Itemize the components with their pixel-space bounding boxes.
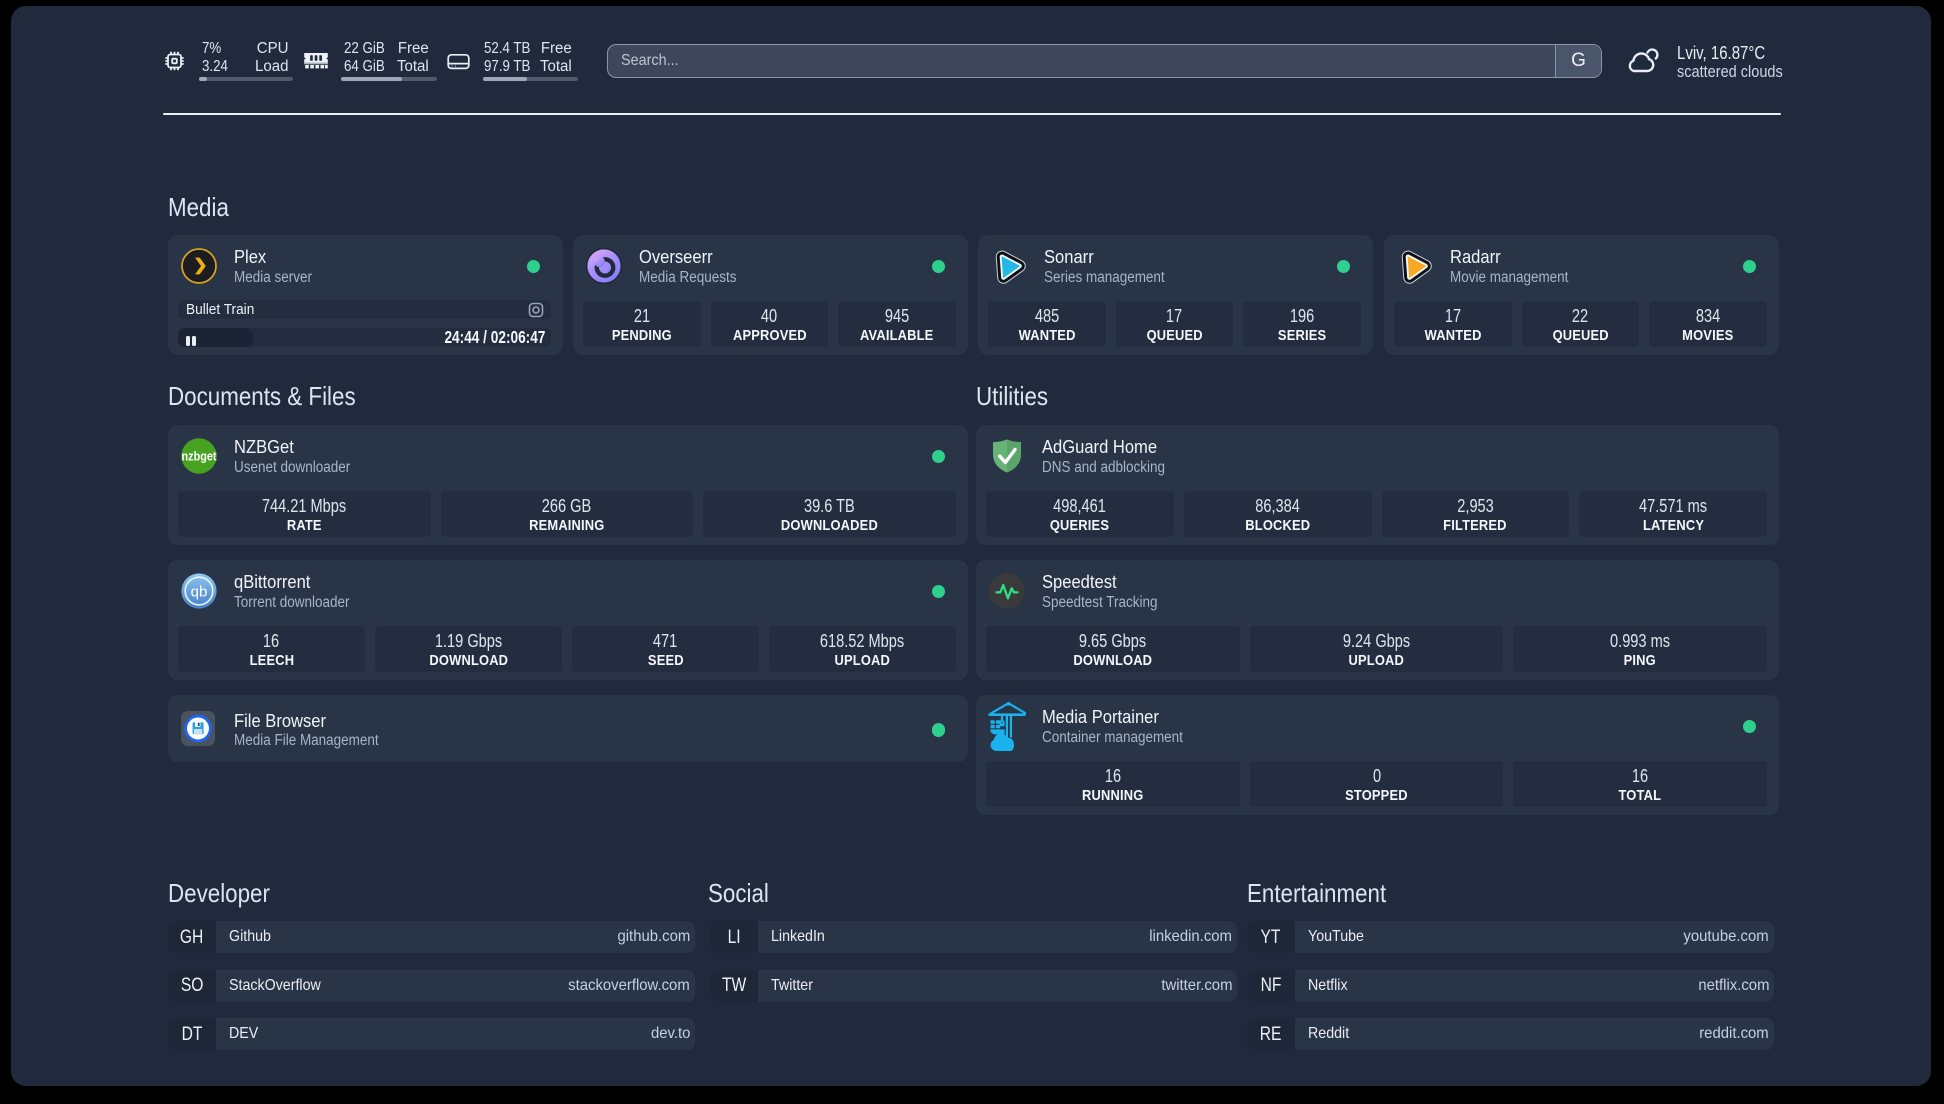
svg-text:qb: qb <box>191 584 208 601</box>
svg-text:nzbget: nzbget <box>182 450 218 464</box>
